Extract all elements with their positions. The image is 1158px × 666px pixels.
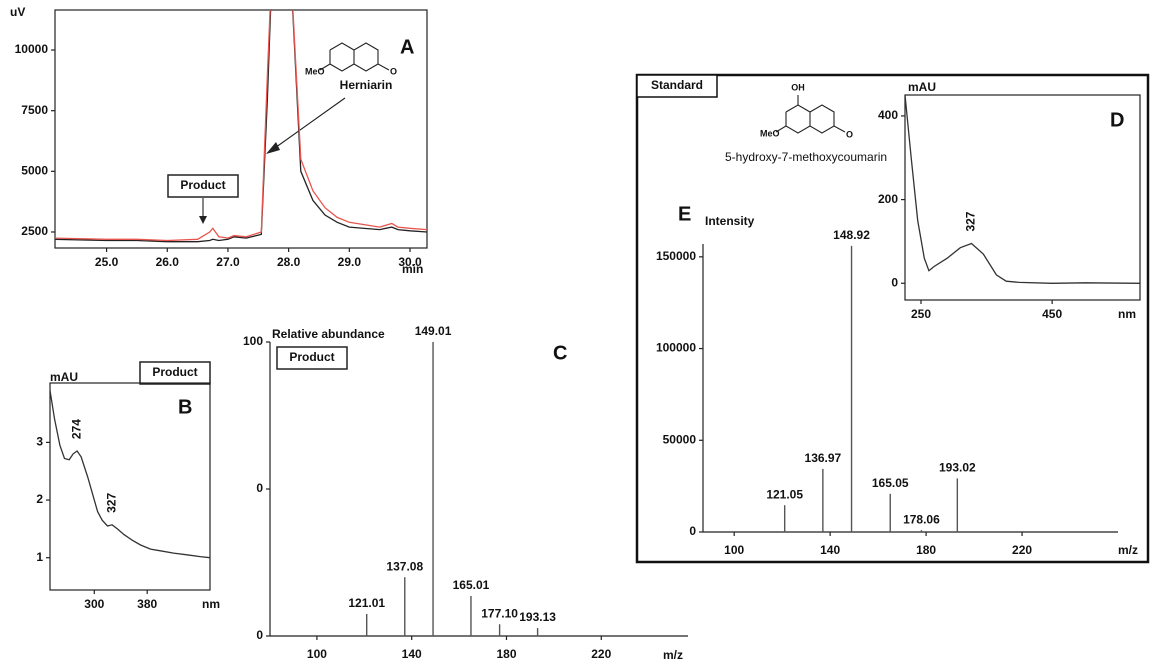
- peak-label: 178.06: [903, 512, 940, 526]
- data-line: [905, 95, 1140, 284]
- y-tick-label: 100000: [656, 341, 696, 355]
- y-tick-label: 0: [689, 524, 696, 538]
- atom-label: MeO: [760, 128, 780, 138]
- y-tick-label: 10000: [15, 42, 49, 56]
- x-tick-label: 220: [591, 647, 611, 661]
- peak-label: 177.10: [481, 606, 518, 620]
- peak-label: 327: [104, 493, 118, 513]
- y-tick-label: 400: [878, 108, 898, 122]
- peak-label: 121.01: [348, 596, 385, 610]
- x-tick-label: 180: [496, 647, 516, 661]
- peak-label: 121.05: [766, 487, 803, 501]
- peak-label: 136.97: [805, 451, 842, 465]
- x-tick-label: 140: [402, 647, 422, 661]
- arrow: [271, 97, 346, 151]
- y-tick-label: 2: [36, 492, 43, 506]
- x-tick-label: 30.0: [398, 255, 422, 269]
- x-tick-label: 250: [911, 307, 931, 321]
- y-tick-label: 7500: [21, 103, 48, 117]
- x-axis-label: m/z: [663, 648, 683, 662]
- atom-label: OH: [791, 82, 805, 92]
- x-tick-label: 220: [1012, 543, 1032, 557]
- atom-label: MeO: [305, 66, 325, 76]
- peak-label: 193.13: [519, 610, 556, 624]
- structure: [775, 95, 846, 134]
- x-tick-label: 100: [724, 543, 744, 557]
- panel-letter: C: [553, 342, 567, 364]
- peak-label: 193.02: [939, 461, 976, 475]
- y-axis-label: mAU: [50, 370, 78, 384]
- data-line: [50, 390, 210, 559]
- annotation: Product: [289, 350, 334, 364]
- y-tick-label: 150000: [656, 249, 696, 263]
- x-axis-label: nm: [202, 597, 220, 611]
- x-tick-label: 140: [820, 543, 840, 557]
- x-axis-label: m/z: [1118, 543, 1138, 557]
- panel-letter: A: [400, 36, 414, 58]
- x-tick-label: 27.0: [216, 255, 240, 269]
- atom-label: O: [390, 66, 397, 76]
- x-tick-label: 450: [1042, 307, 1062, 321]
- y-tick-label: 200: [878, 192, 898, 206]
- y-axis-label: Intensity: [705, 214, 755, 228]
- x-axis-label: nm: [1118, 307, 1136, 321]
- x-tick-label: 180: [916, 543, 936, 557]
- y-axis-label: Relative abundance: [272, 327, 385, 341]
- compound-name: 5-hydroxy-7-methoxycoumarin: [725, 150, 887, 164]
- y-tick-label: 0: [256, 628, 263, 642]
- label-box: [139, 361, 211, 385]
- peak-label: 137.08: [386, 559, 423, 573]
- x-tick-label: 29.0: [338, 255, 362, 269]
- peak-label: 327: [964, 211, 978, 231]
- y-tick-label: 0: [891, 275, 898, 289]
- x-tick-label: 300: [84, 597, 104, 611]
- y-tick-label: 100: [243, 334, 263, 348]
- peak-label: 274: [69, 419, 83, 439]
- compound-name: Herniarin: [340, 78, 393, 92]
- plot-frame: [904, 94, 1141, 301]
- panel-letter: B: [178, 396, 192, 418]
- y-tick-label: 0: [256, 481, 263, 495]
- frame: [635, 73, 1150, 564]
- atom-label: O: [846, 129, 853, 139]
- label-box: [167, 174, 239, 198]
- plot-frame: [54, 9, 428, 249]
- data-line: [55, 10, 427, 243]
- structure: [319, 42, 390, 72]
- y-axis-label: uV: [10, 5, 25, 19]
- annotation: Product: [152, 365, 197, 379]
- x-axis-label: min: [402, 262, 423, 276]
- y-tick-label: 2500: [21, 224, 48, 238]
- label-box: [636, 74, 718, 98]
- peak-label: 165.01: [453, 578, 490, 592]
- y-axis-label: mAU: [908, 80, 936, 94]
- data-line: [55, 10, 427, 242]
- peak-label: 148.92: [833, 228, 870, 242]
- x-tick-label: 26.0: [156, 255, 180, 269]
- x-tick-label: 25.0: [95, 255, 119, 269]
- y-tick-label: 1: [36, 550, 43, 564]
- arrow-head: [199, 216, 207, 224]
- peak-label: 165.05: [872, 476, 909, 490]
- x-tick-label: 100: [307, 647, 327, 661]
- label-box: [276, 346, 348, 370]
- frame-label: Standard: [651, 78, 703, 92]
- panel-letter: E: [678, 203, 691, 225]
- arrow-head: [266, 142, 280, 154]
- y-tick-label: 5000: [21, 164, 48, 178]
- x-tick-label: 380: [137, 597, 157, 611]
- x-tick-label: 28.0: [277, 255, 301, 269]
- panel-letter: D: [1110, 109, 1124, 131]
- y-tick-label: 3: [36, 435, 43, 449]
- y-tick-label: 50000: [663, 432, 697, 446]
- plot-frame: [49, 382, 211, 591]
- annotation: Product: [180, 178, 225, 192]
- peak-label: 149.01: [415, 324, 452, 338]
